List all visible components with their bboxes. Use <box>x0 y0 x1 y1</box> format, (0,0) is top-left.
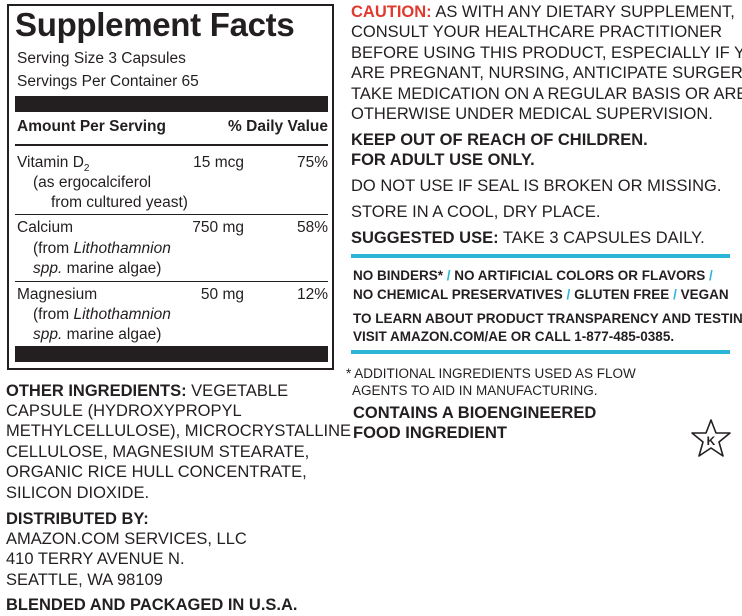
vitamin-d-name: Vitamin D2 <box>17 154 90 175</box>
calcium-amount: 750 mg <box>192 219 244 236</box>
thick-rule-bottom <box>15 346 328 362</box>
other-ingredients-line-6: SILICON DIOXIDE. <box>6 484 150 502</box>
thick-rule <box>15 96 328 112</box>
vitamin-d-dv: 75% <box>296 154 328 171</box>
magnesium-source-2: spp. marine algae) <box>33 326 162 343</box>
kosher-star-icon: K <box>690 418 732 460</box>
other-ingredients-line-5: ORGANIC RICE HULL CONCENTRATE, <box>6 463 307 481</box>
vitamin-d-source-1: (as ergocalciferol <box>33 174 152 191</box>
storage-instructions: STORE IN A COOL, DRY PLACE. <box>351 203 601 221</box>
caution-line-3: BEFORE USING THIS PRODUCT, ESPECIALLY IF… <box>351 44 742 62</box>
claims-line-2: NO CHEMICAL PRESERVATIVES / GLUTEN FREE … <box>353 287 729 302</box>
kosher-letter: K <box>707 434 716 448</box>
distributor-street: 410 TERRY AVENUE N. <box>6 550 185 568</box>
magnesium-name: Magnesium <box>17 286 98 303</box>
other-ingredients-line-2: CAPSULE (HYDROXYPROPYL <box>6 402 242 420</box>
suggested-use: SUGGESTED USE: TAKE 3 CAPSULES DAILY. <box>351 229 705 247</box>
magnesium-dv: 12% <box>296 286 328 303</box>
calcium-source-1: (from Lithothamnion <box>33 240 171 257</box>
calcium-name: Calcium <box>17 219 73 236</box>
transparency-line-1: TO LEARN ABOUT PRODUCT TRANSPARENCY AND … <box>353 311 742 326</box>
other-ingredients-line-4: CELLULOSE, MAGNESIUM STEARATE, <box>6 443 310 461</box>
distributor-city: SEATTLE, WA 98109 <box>6 571 163 589</box>
teal-rule-bottom <box>351 350 730 354</box>
servings-per-container: Servings Per Container 65 <box>17 73 199 90</box>
facts-title: Supplement Facts <box>15 6 295 43</box>
seal-warning: DO NOT USE IF SEAL IS BROKEN OR MISSING. <box>351 177 722 195</box>
transparency-line-2: VISIT AMAZON.COM/AE OR CALL 1-877-485-03… <box>353 329 675 344</box>
row-rule <box>15 214 328 215</box>
other-ingredients-line-1: OTHER INGREDIENTS: VEGETABLE <box>6 382 289 400</box>
serving-size: Serving Size 3 Capsules <box>17 50 186 67</box>
caution-line-1: CAUTION: AS WITH ANY DIETARY SUPPLEMENT, <box>351 3 735 21</box>
distributor-name: AMAZON.COM SERVICES, LLC <box>6 530 247 548</box>
other-ingredients-line-3: METHYLCELLULOSE), MICROCRYSTALLINE <box>6 422 352 440</box>
caution-line-4: ARE PREGNANT, NURSING, ANTICIPATE SURGER… <box>351 64 742 82</box>
bioengineered-line-1: CONTAINS A BIOENGINEERED <box>353 404 597 422</box>
calcium-dv: 58% <box>296 219 328 236</box>
origin-statement: BLENDED AND PACKAGED IN U.S.A. <box>6 596 298 614</box>
claims-line-1: NO BINDERS* / NO ARTIFICIAL COLORS OR FL… <box>353 268 713 283</box>
amount-per-serving-header: Amount Per Serving <box>17 118 166 135</box>
row-rule <box>15 281 328 282</box>
footnote-line-1: * ADDITIONAL INGREDIENTS USED AS FLOW <box>346 366 636 381</box>
keep-out-warning: KEEP OUT OF REACH OF CHILDREN. <box>351 131 648 149</box>
magnesium-source-1: (from Lithothamnion <box>33 306 171 323</box>
vitamin-d-source-2: from cultured yeast) <box>51 194 188 211</box>
supplement-facts-panel: Supplement Facts Serving Size 3 Capsules… <box>7 4 334 370</box>
teal-rule-top <box>351 254 730 258</box>
vitamin-d-amount: 15 mcg <box>193 154 244 171</box>
caution-line-6: OTHERWISE UNDER MEDICAL SUPERVISION. <box>351 105 713 123</box>
distributed-by-label: DISTRIBUTED BY: <box>6 510 149 528</box>
footnote-line-2: AGENTS TO AID IN MANUFACTURING. <box>352 383 598 398</box>
caution-line-2: CONSULT YOUR HEALTHCARE PRACTITIONER <box>351 23 723 41</box>
bioengineered-line-2: FOOD INGREDIENT <box>353 424 508 442</box>
caution-line-5: TAKE MEDICATION ON A REGULAR BASIS OR AR… <box>351 85 742 103</box>
adult-use-warning: FOR ADULT USE ONLY. <box>351 151 535 169</box>
daily-value-header: % Daily Value <box>228 118 328 135</box>
header-rule <box>15 144 328 146</box>
magnesium-amount: 50 mg <box>200 286 244 303</box>
calcium-source-2: spp. marine algae) <box>33 260 162 277</box>
